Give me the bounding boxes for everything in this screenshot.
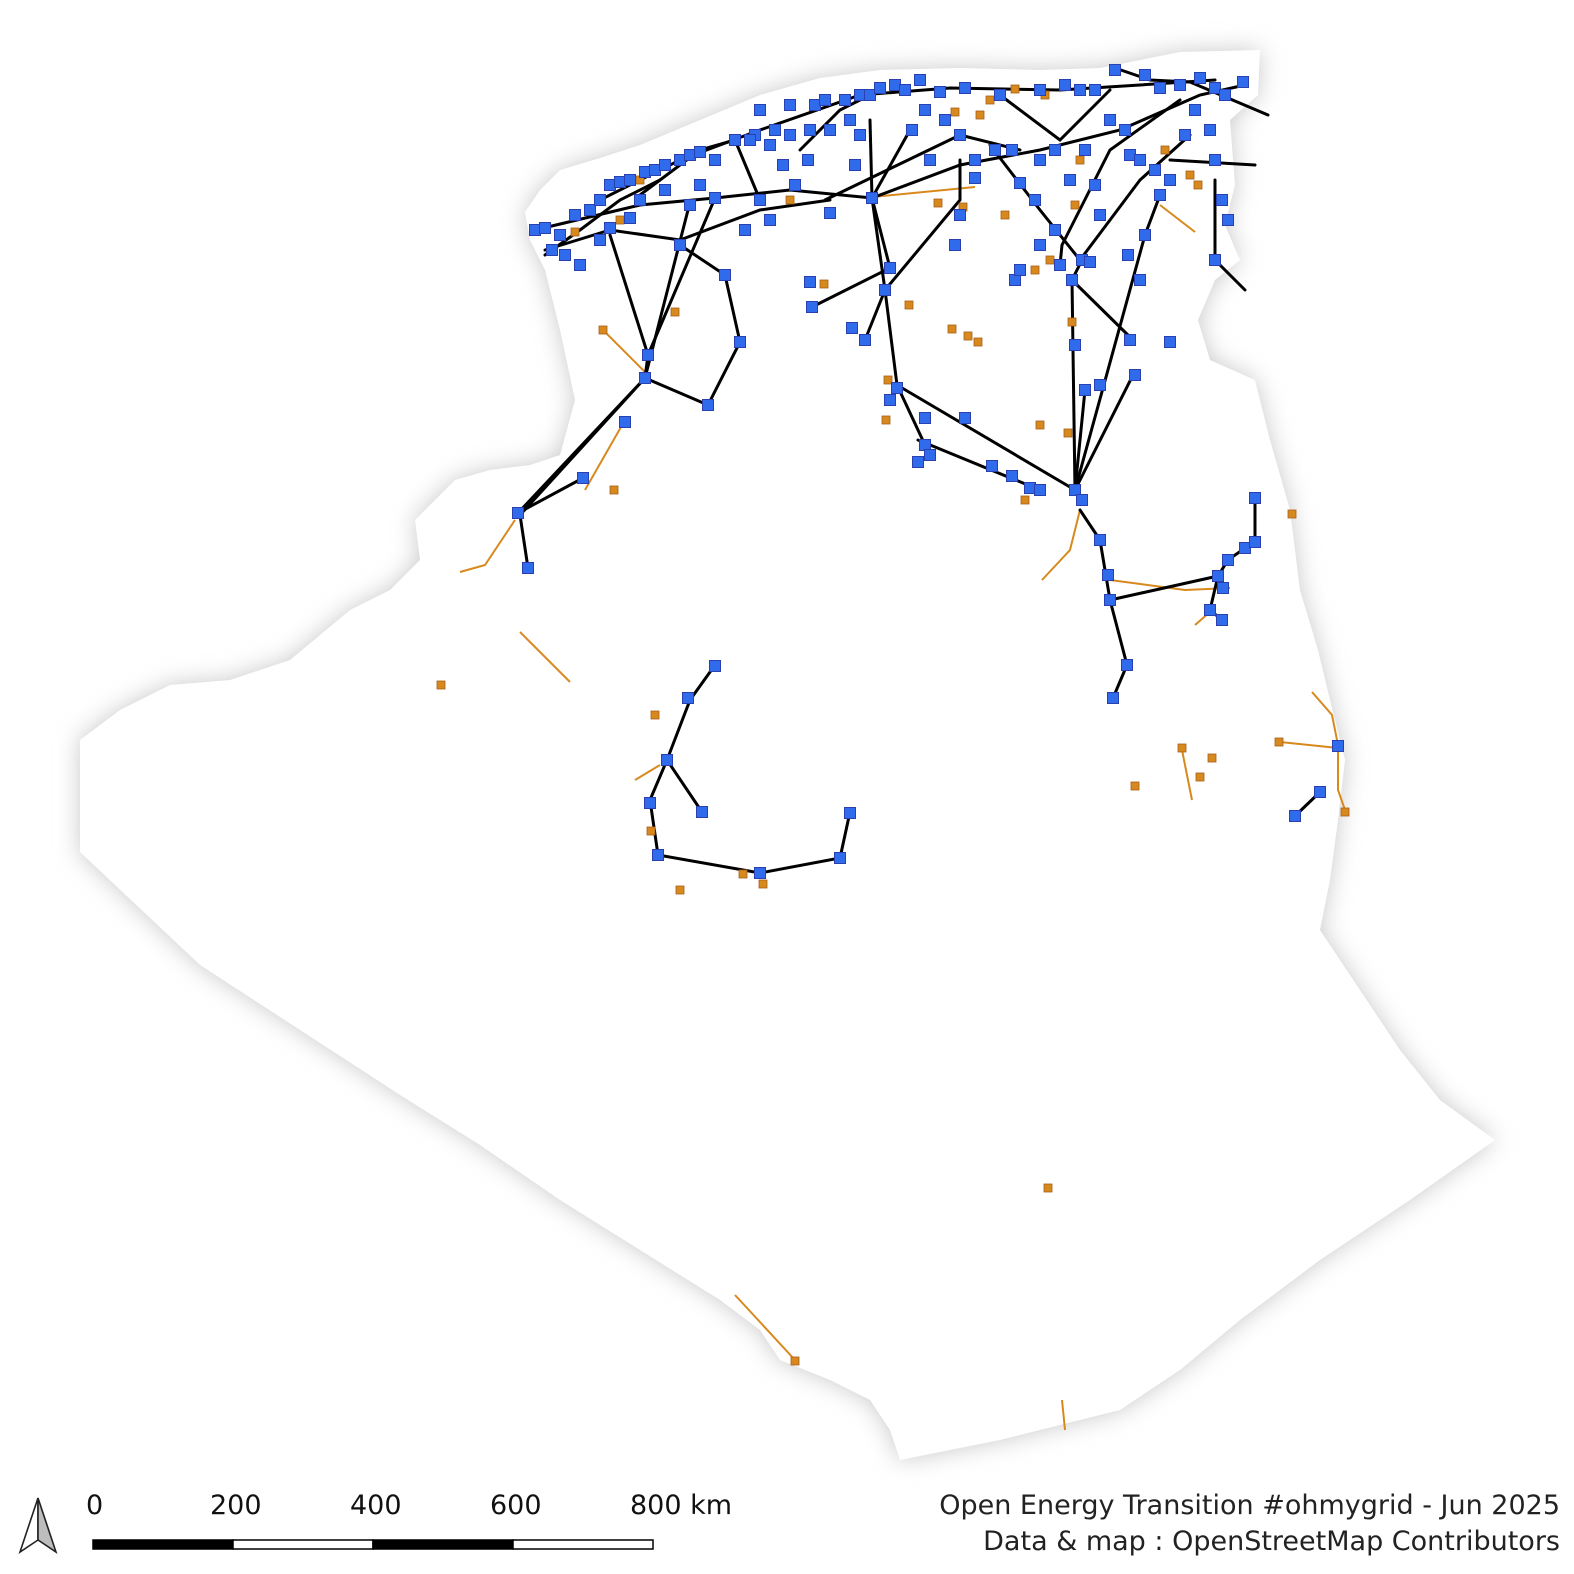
north-arrow-icon <box>18 1497 58 1554</box>
substations <box>512 64 1344 879</box>
scale-tick-200: 200 <box>210 1490 262 1521</box>
low-voltage-lines <box>459 186 1346 1431</box>
scale-bar <box>92 1539 654 1550</box>
country-fill <box>80 50 1495 1460</box>
minor-nodes <box>436 84 1350 1366</box>
scale-tick-400: 400 <box>350 1490 402 1521</box>
credit-line-1: Open Energy Transition #ohmygrid - Jun 2… <box>939 1490 1560 1521</box>
country-outline <box>80 50 1495 1460</box>
scale-tick-800: 800 km <box>630 1490 733 1521</box>
credit-line-2: Data & map : OpenStreetMap Contributors <box>983 1526 1560 1557</box>
scale-tick-600: 600 <box>490 1490 542 1521</box>
scale-tick-0: 0 <box>86 1490 104 1521</box>
